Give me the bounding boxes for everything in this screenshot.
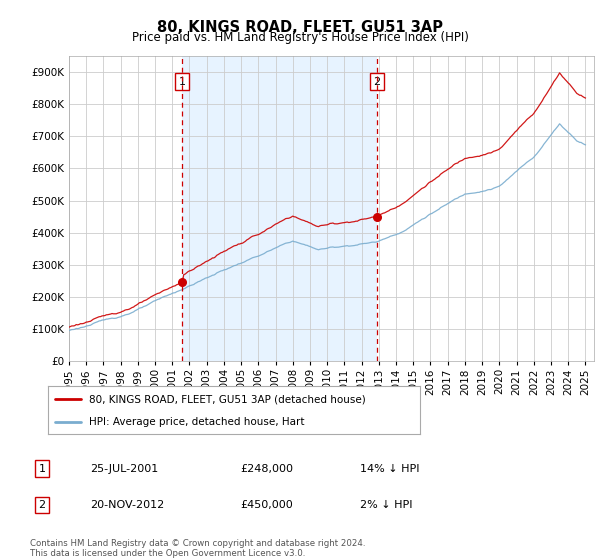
Text: £248,000: £248,000 — [240, 464, 293, 474]
Text: £450,000: £450,000 — [240, 500, 293, 510]
Text: 2: 2 — [373, 77, 380, 87]
Text: 1: 1 — [38, 464, 46, 474]
Text: 25-JUL-2001: 25-JUL-2001 — [90, 464, 158, 474]
Bar — [182, 56, 377, 361]
Text: Price paid vs. HM Land Registry's House Price Index (HPI): Price paid vs. HM Land Registry's House … — [131, 31, 469, 44]
Text: 2% ↓ HPI: 2% ↓ HPI — [360, 500, 413, 510]
Text: 80, KINGS ROAD, FLEET, GU51 3AP (detached house): 80, KINGS ROAD, FLEET, GU51 3AP (detache… — [89, 394, 365, 404]
Text: HPI: Average price, detached house, Hart: HPI: Average price, detached house, Hart — [89, 417, 304, 427]
Text: 14% ↓ HPI: 14% ↓ HPI — [360, 464, 419, 474]
Text: 2: 2 — [38, 500, 46, 510]
Text: Contains HM Land Registry data © Crown copyright and database right 2024.
This d: Contains HM Land Registry data © Crown c… — [30, 539, 365, 558]
Text: 20-NOV-2012: 20-NOV-2012 — [90, 500, 164, 510]
Text: 80, KINGS ROAD, FLEET, GU51 3AP: 80, KINGS ROAD, FLEET, GU51 3AP — [157, 20, 443, 35]
Text: 1: 1 — [178, 77, 185, 87]
